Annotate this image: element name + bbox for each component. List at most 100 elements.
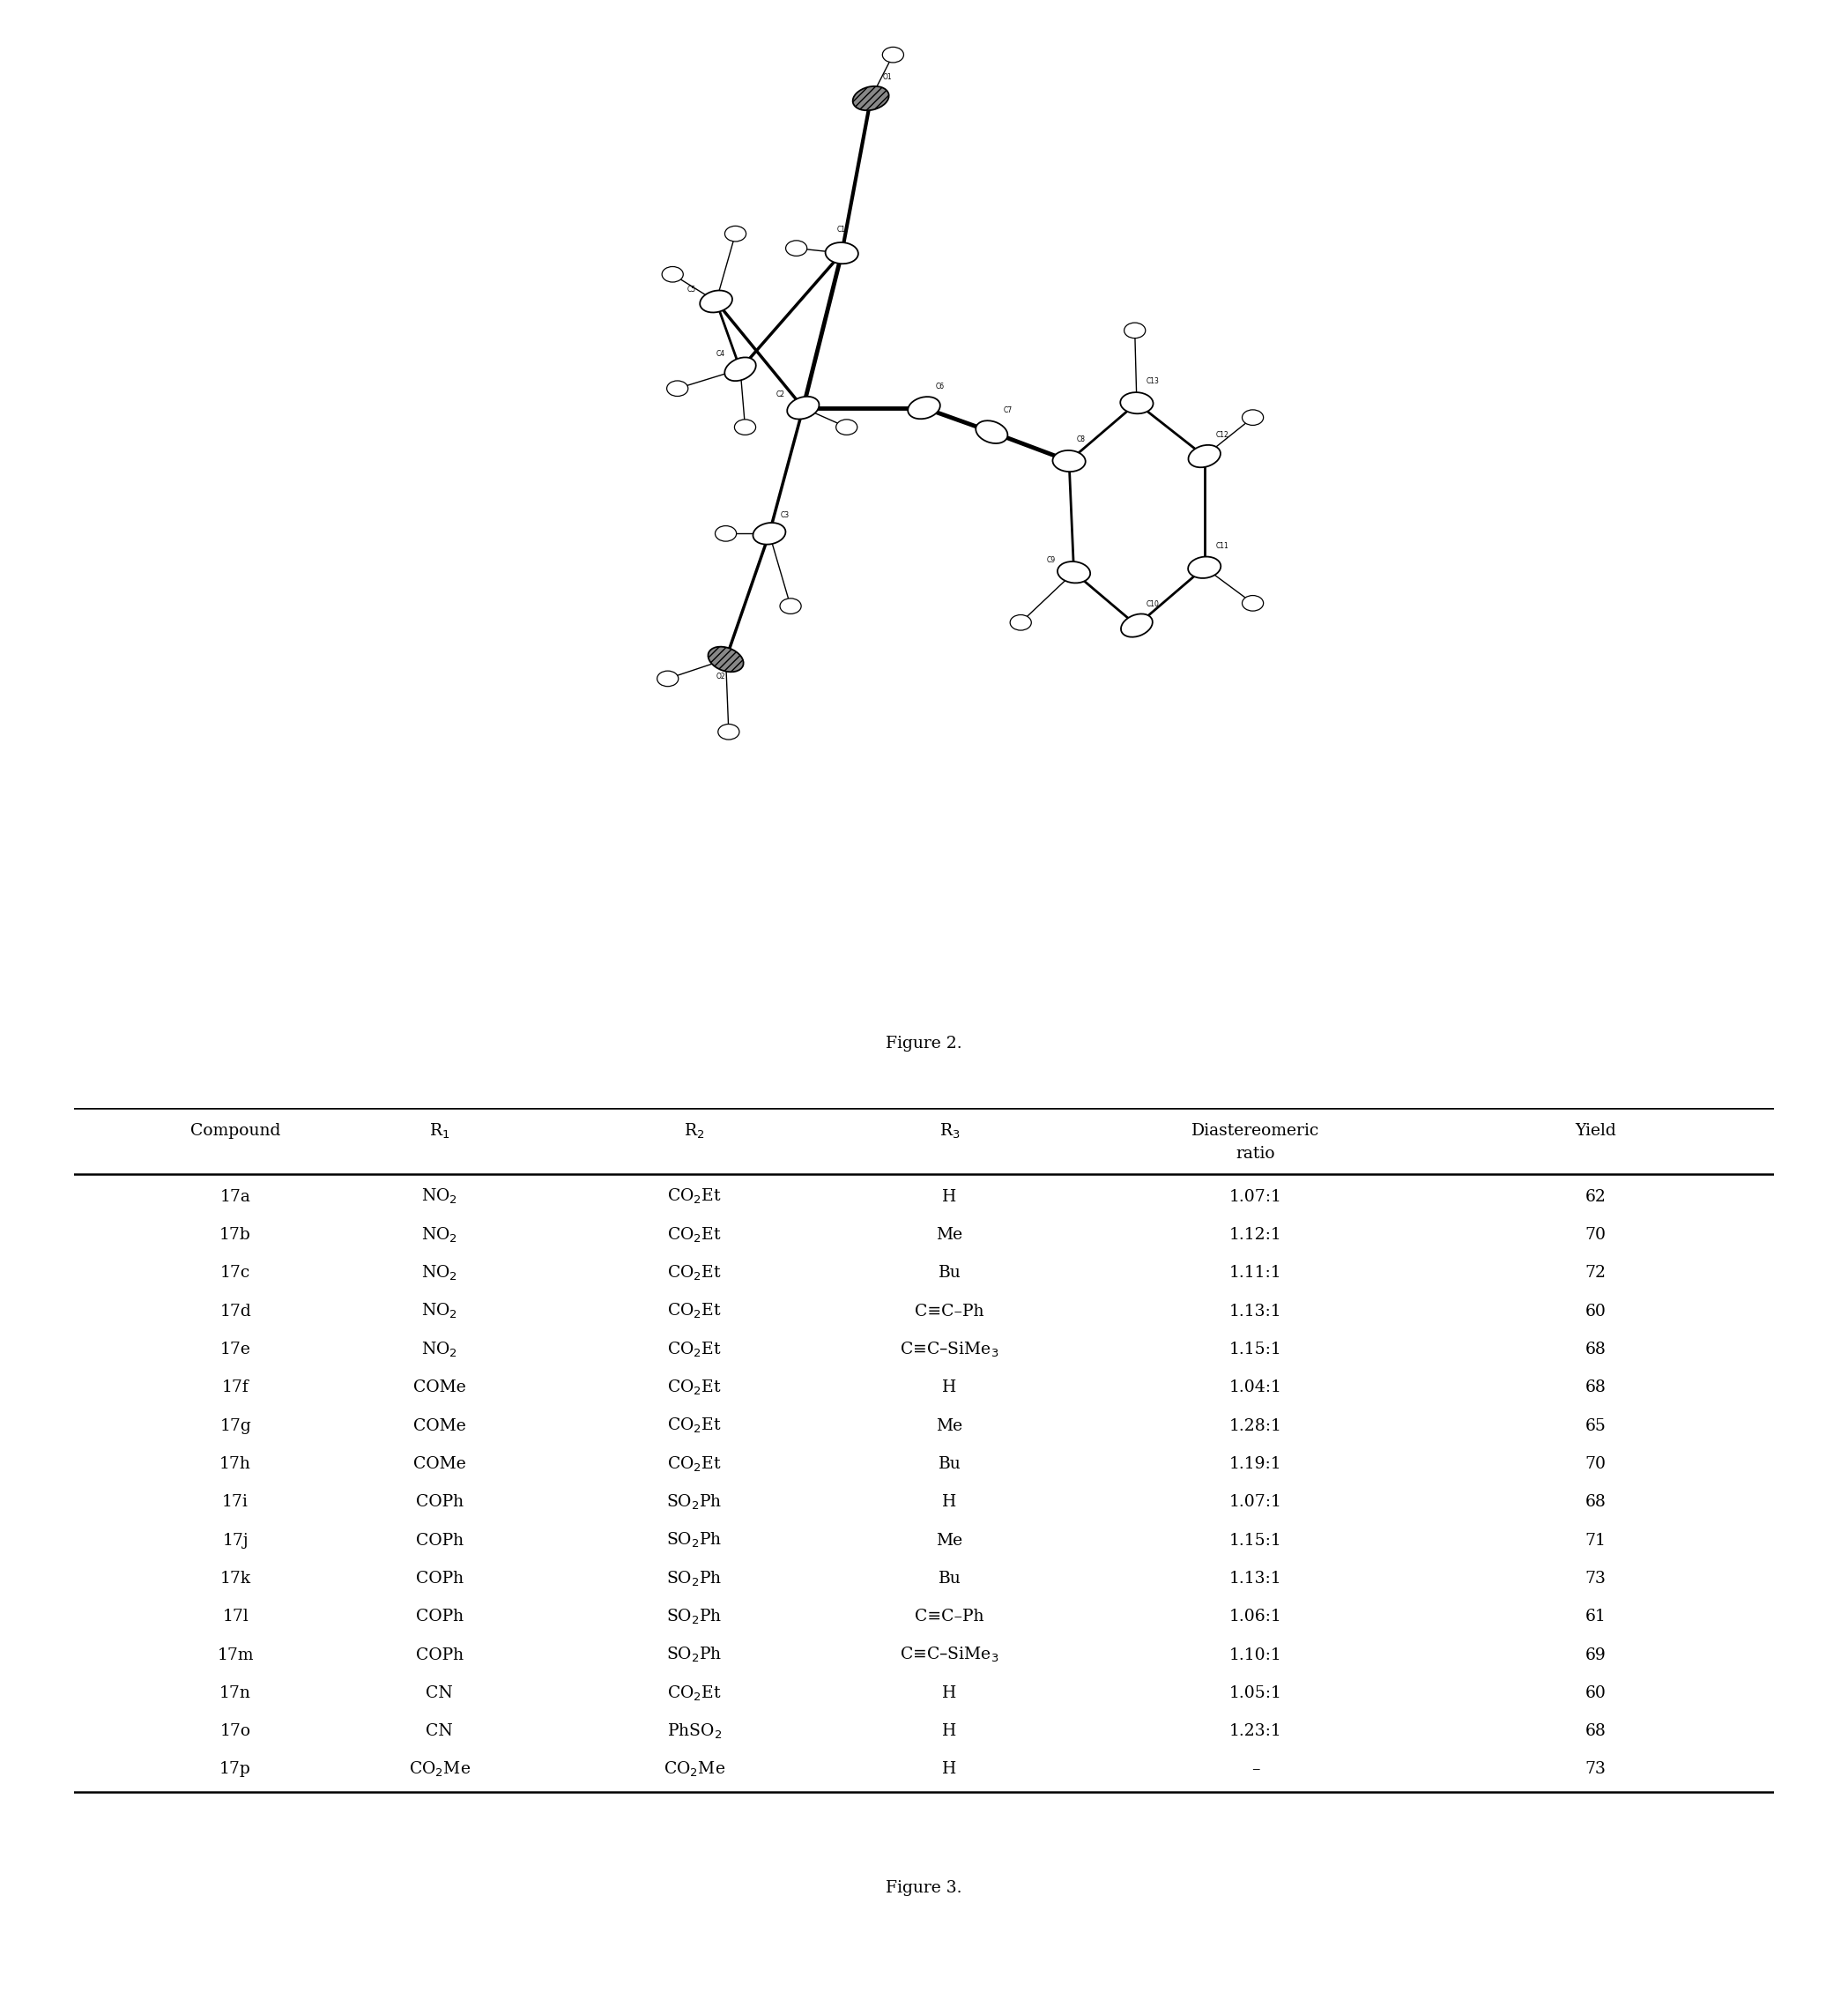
Text: CO$_2$Et: CO$_2$Et bbox=[667, 1340, 723, 1358]
Text: 61: 61 bbox=[1586, 1608, 1606, 1624]
Text: CN: CN bbox=[425, 1723, 453, 1739]
Text: 17n: 17n bbox=[220, 1685, 251, 1701]
Text: C≡C–Ph: C≡C–Ph bbox=[915, 1304, 985, 1320]
Text: 1.04:1: 1.04:1 bbox=[1229, 1380, 1283, 1396]
Text: C≡C–SiMe$_3$: C≡C–SiMe$_3$ bbox=[900, 1646, 1000, 1664]
Text: C1: C1 bbox=[837, 226, 846, 234]
Text: C≡C–SiMe$_3$: C≡C–SiMe$_3$ bbox=[900, 1340, 1000, 1358]
Text: 1.10:1: 1.10:1 bbox=[1229, 1646, 1283, 1662]
Text: CO$_2$Et: CO$_2$Et bbox=[667, 1378, 723, 1396]
Ellipse shape bbox=[780, 598, 802, 615]
Ellipse shape bbox=[1053, 451, 1085, 472]
Ellipse shape bbox=[1011, 615, 1031, 631]
Ellipse shape bbox=[852, 87, 889, 111]
Ellipse shape bbox=[715, 526, 736, 542]
Text: CO$_2$Me: CO$_2$Me bbox=[408, 1761, 471, 1779]
Text: 1.07:1: 1.07:1 bbox=[1229, 1495, 1283, 1509]
Ellipse shape bbox=[700, 290, 732, 312]
Text: 17p: 17p bbox=[220, 1761, 251, 1777]
Text: Bu: Bu bbox=[939, 1265, 961, 1282]
Text: 1.15:1: 1.15:1 bbox=[1229, 1533, 1283, 1548]
Text: 17e: 17e bbox=[220, 1342, 251, 1358]
Text: CO$_2$Et: CO$_2$Et bbox=[667, 1455, 723, 1473]
Text: 1.28:1: 1.28:1 bbox=[1229, 1419, 1283, 1435]
Text: 17i: 17i bbox=[222, 1495, 249, 1509]
Text: C4: C4 bbox=[715, 351, 724, 357]
Ellipse shape bbox=[662, 266, 684, 282]
Ellipse shape bbox=[658, 671, 678, 687]
Ellipse shape bbox=[976, 421, 1007, 443]
Ellipse shape bbox=[1120, 393, 1153, 413]
Text: R$_3$: R$_3$ bbox=[939, 1122, 959, 1140]
Text: 17h: 17h bbox=[220, 1457, 251, 1473]
Text: 1.19:1: 1.19:1 bbox=[1229, 1457, 1283, 1473]
Text: 1.13:1: 1.13:1 bbox=[1229, 1304, 1283, 1320]
Text: 71: 71 bbox=[1586, 1533, 1606, 1548]
Text: 62: 62 bbox=[1586, 1189, 1606, 1205]
Text: Figure 3.: Figure 3. bbox=[885, 1880, 963, 1896]
Text: CN: CN bbox=[425, 1685, 453, 1701]
Text: COPh: COPh bbox=[416, 1646, 464, 1662]
Text: Figure 2.: Figure 2. bbox=[885, 1036, 963, 1052]
Text: C7: C7 bbox=[1003, 407, 1013, 415]
Text: 17a: 17a bbox=[220, 1189, 251, 1205]
Text: C5: C5 bbox=[687, 286, 697, 294]
Text: COMe: COMe bbox=[414, 1380, 466, 1396]
Text: NO$_2$: NO$_2$ bbox=[421, 1263, 458, 1284]
Text: COPh: COPh bbox=[416, 1608, 464, 1624]
Ellipse shape bbox=[1242, 409, 1264, 425]
Text: COPh: COPh bbox=[416, 1570, 464, 1586]
Text: –: – bbox=[1251, 1761, 1260, 1777]
Text: 17j: 17j bbox=[222, 1533, 248, 1548]
Text: ratio: ratio bbox=[1236, 1147, 1275, 1163]
Ellipse shape bbox=[708, 647, 743, 671]
Text: Yield: Yield bbox=[1574, 1122, 1617, 1138]
Text: CO$_2$Et: CO$_2$Et bbox=[667, 1225, 723, 1245]
Text: 68: 68 bbox=[1586, 1342, 1606, 1358]
Text: 60: 60 bbox=[1586, 1685, 1606, 1701]
Text: 69: 69 bbox=[1586, 1646, 1606, 1662]
Text: 1.05:1: 1.05:1 bbox=[1229, 1685, 1283, 1701]
Text: COMe: COMe bbox=[414, 1457, 466, 1473]
Text: SO$_2$Ph: SO$_2$Ph bbox=[667, 1531, 723, 1550]
Text: 68: 68 bbox=[1586, 1380, 1606, 1396]
Text: H: H bbox=[942, 1495, 957, 1509]
Text: C≡C–Ph: C≡C–Ph bbox=[915, 1608, 985, 1624]
Text: Me: Me bbox=[937, 1419, 963, 1435]
Text: CO$_2$Me: CO$_2$Me bbox=[663, 1761, 726, 1779]
Text: H: H bbox=[942, 1761, 957, 1777]
Ellipse shape bbox=[724, 226, 747, 242]
Text: 17b: 17b bbox=[220, 1227, 251, 1243]
Text: 1.12:1: 1.12:1 bbox=[1229, 1227, 1283, 1243]
Text: 70: 70 bbox=[1586, 1457, 1606, 1473]
Text: 1.07:1: 1.07:1 bbox=[1229, 1189, 1283, 1205]
Text: C6: C6 bbox=[935, 383, 944, 391]
Ellipse shape bbox=[1122, 615, 1153, 637]
Ellipse shape bbox=[1242, 596, 1264, 611]
Text: H: H bbox=[942, 1723, 957, 1739]
Text: 1.23:1: 1.23:1 bbox=[1229, 1723, 1283, 1739]
Text: SO$_2$Ph: SO$_2$Ph bbox=[667, 1608, 723, 1626]
Text: SO$_2$Ph: SO$_2$Ph bbox=[667, 1646, 723, 1664]
Text: 17c: 17c bbox=[220, 1265, 251, 1282]
Text: NO$_2$: NO$_2$ bbox=[421, 1340, 458, 1358]
Ellipse shape bbox=[667, 381, 687, 397]
Text: C12: C12 bbox=[1216, 431, 1229, 439]
Text: H: H bbox=[942, 1380, 957, 1396]
Text: C3: C3 bbox=[782, 512, 789, 520]
Text: Me: Me bbox=[937, 1533, 963, 1548]
Text: O2: O2 bbox=[715, 673, 726, 681]
Text: 73: 73 bbox=[1586, 1570, 1606, 1586]
Text: 17o: 17o bbox=[220, 1723, 251, 1739]
Text: 72: 72 bbox=[1586, 1265, 1606, 1282]
Text: C9: C9 bbox=[1046, 556, 1055, 564]
Text: 17d: 17d bbox=[220, 1304, 251, 1320]
Ellipse shape bbox=[826, 242, 857, 264]
Ellipse shape bbox=[1188, 556, 1222, 578]
Text: CO$_2$Et: CO$_2$Et bbox=[667, 1417, 723, 1435]
Text: 73: 73 bbox=[1586, 1761, 1606, 1777]
Ellipse shape bbox=[719, 723, 739, 740]
Text: COMe: COMe bbox=[414, 1419, 466, 1435]
Text: NO$_2$: NO$_2$ bbox=[421, 1225, 458, 1245]
Text: 1.11:1: 1.11:1 bbox=[1229, 1265, 1283, 1282]
